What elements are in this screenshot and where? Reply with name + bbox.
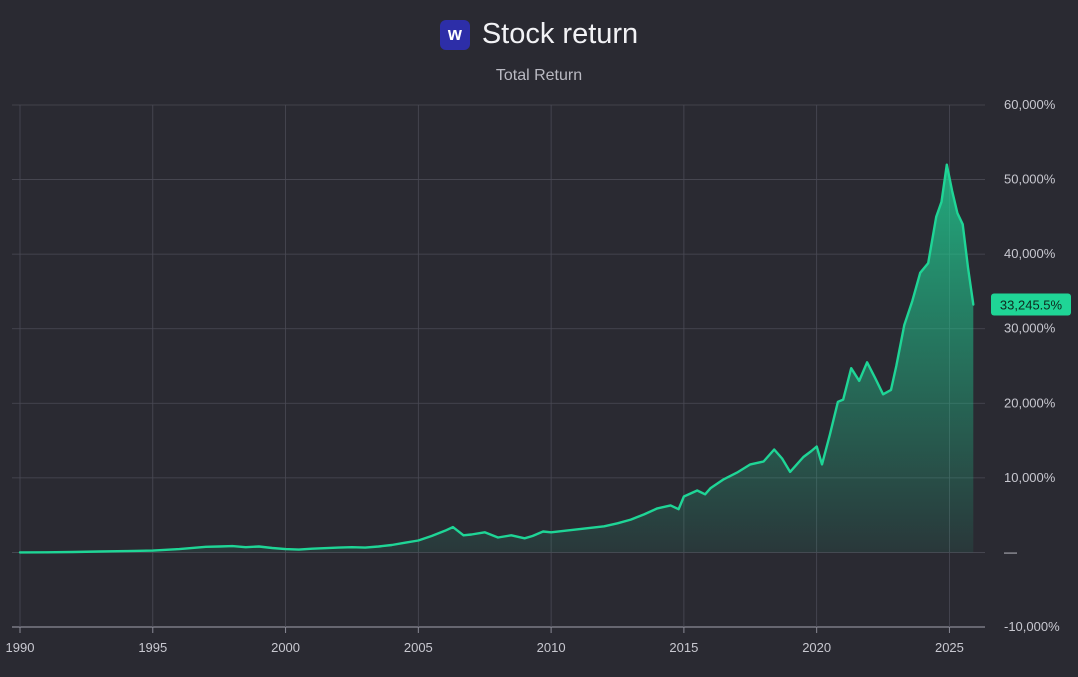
title-row: w Stock return [0,18,1078,51]
last-value-label: 33,245.5% [1000,298,1063,313]
chart-header: w Stock return Total Return [0,0,1078,100]
x-axis: 1990 1995 2000 2005 2010 2015 2020 2025 [6,627,964,655]
y-tick-label: 50,000% [1004,172,1056,187]
y-axis: 60,000% 50,000% 40,000% 30,000% 20,000% 10,00… [1004,97,1060,634]
series-area [20,164,974,553]
y-tick-label: 20,000% [1004,395,1056,410]
series-line [18,163,975,554]
x-tick-label: 1990 [6,640,35,655]
last-value-badge: 33,245.5% [991,293,1071,316]
y-tick-label: — [1004,544,1017,559]
x-tick-label: 2005 [404,640,433,655]
y-tick-label: 60,000% [1004,97,1056,112]
y-tick-label: 40,000% [1004,246,1056,261]
x-tick-label: 1995 [138,640,167,655]
chart-subtitle: Total Return [495,67,583,84]
line-layer [18,163,975,554]
x-tick-label: 2025 [935,640,964,655]
y-tick-label: -10,000% [1004,619,1060,634]
x-tick-label: 2015 [669,640,698,655]
area-layer [20,164,974,553]
x-tick-label: 2020 [802,640,831,655]
last-value-badge-bg [991,293,1071,316]
x-tick-label: 2000 [271,640,300,655]
chart-title: Stock return [481,18,639,50]
brand-logo-icon: w [439,19,470,50]
x-tick-label: 2010 [537,640,566,655]
y-tick-label: 10,000% [1004,470,1056,485]
y-tick-label: 30,000% [1004,321,1056,336]
